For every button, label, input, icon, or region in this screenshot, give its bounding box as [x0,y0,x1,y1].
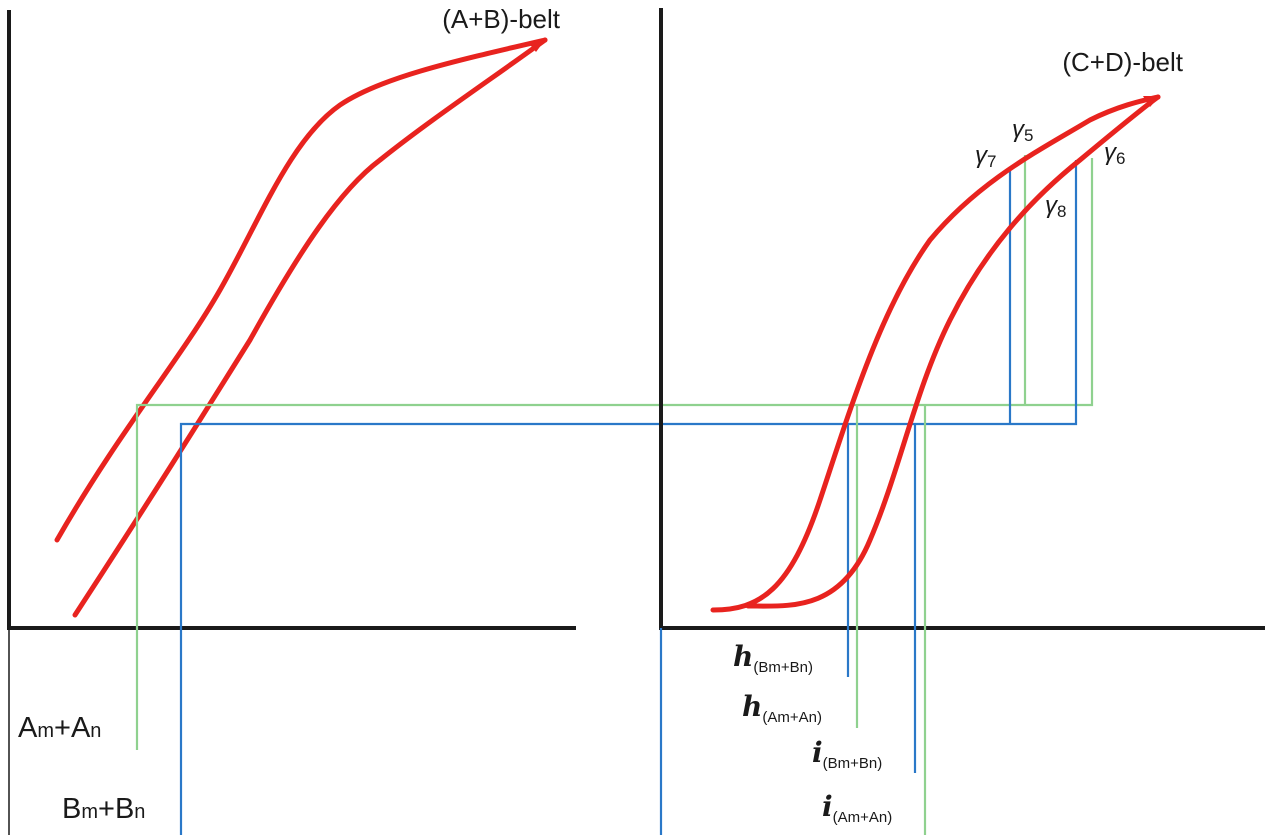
cd-belt-lower-curve [745,94,1161,609]
right-panel: (C+D)-belt γ5 γ6 γ7 γ8 h(Bm+Bn) h(Am+An)… [659,8,1265,835]
left-blue-guide [179,160,1078,835]
gamma8-label: γ8 [1045,192,1066,221]
left-panel: (A+B)-belt Am+An Bm+Bn [7,4,1094,835]
ab-belt-arrowhead [528,40,545,52]
i-am-an-label: i(Am+An) [822,790,892,826]
i-bm-bn-label: i(Bm+Bn) [812,736,882,772]
am-an-label: Am+An [18,712,101,744]
gamma7-label: γ7 [975,142,996,171]
ab-belt-upper-curve [54,37,548,543]
cd-belt-title: (C+D)-belt [1062,47,1183,77]
ab-belt-title: (A+B)-belt [442,4,561,34]
cd-belt-arrowhead [1143,96,1160,107]
h-am-an-label: h(Am+An) [742,690,822,726]
gamma6-label: γ6 [1104,139,1125,168]
ab-belt-lower-curve [72,37,548,618]
left-green-guide [135,158,1094,750]
h-bm-bn-label: h(Bm+Bn) [733,640,813,676]
bm-bn-label: Bm+Bn [62,793,145,825]
cd-belt-upper-curve [710,94,1161,613]
gamma5-label: γ5 [1012,116,1033,145]
